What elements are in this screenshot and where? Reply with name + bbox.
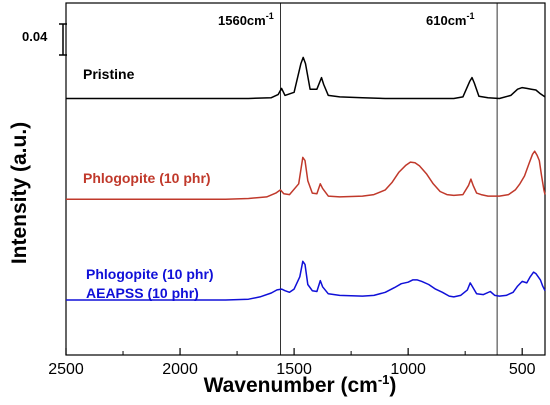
- plot-frame: [65, 2, 546, 356]
- x-tick-label-2000: 2000: [162, 361, 198, 378]
- series-label-aeapss-line1: Phlogopite (10 phr): [86, 266, 214, 282]
- series-line-1: [66, 150, 546, 201]
- x-tick-label-1000: 1000: [390, 361, 426, 378]
- series-line-0: [66, 56, 546, 100]
- series-label-aeapss-line2: AEAPSS (10 phr): [86, 285, 199, 301]
- x-tick-label-1500: 1500: [276, 361, 312, 378]
- x-tick-label-2500: 2500: [48, 361, 84, 378]
- series-label-pristine: Pristine: [83, 66, 135, 82]
- ref-label-1560: 1560cm-1: [218, 11, 274, 28]
- series-label-phlogopite: Phlogopite (10 phr): [83, 170, 211, 186]
- x-axis-title: Wavenumber (cm-1): [204, 372, 397, 397]
- series-line-2: [66, 260, 546, 301]
- ref-label-610: 610cm-1: [426, 11, 475, 28]
- scale-bar-label: 0.04: [22, 29, 48, 44]
- plot-area: 2500 2000 1500 1000 500: [48, 2, 546, 378]
- x-tick-label-500: 500: [509, 361, 536, 378]
- y-axis-title: Intensity (a.u.): [8, 122, 31, 264]
